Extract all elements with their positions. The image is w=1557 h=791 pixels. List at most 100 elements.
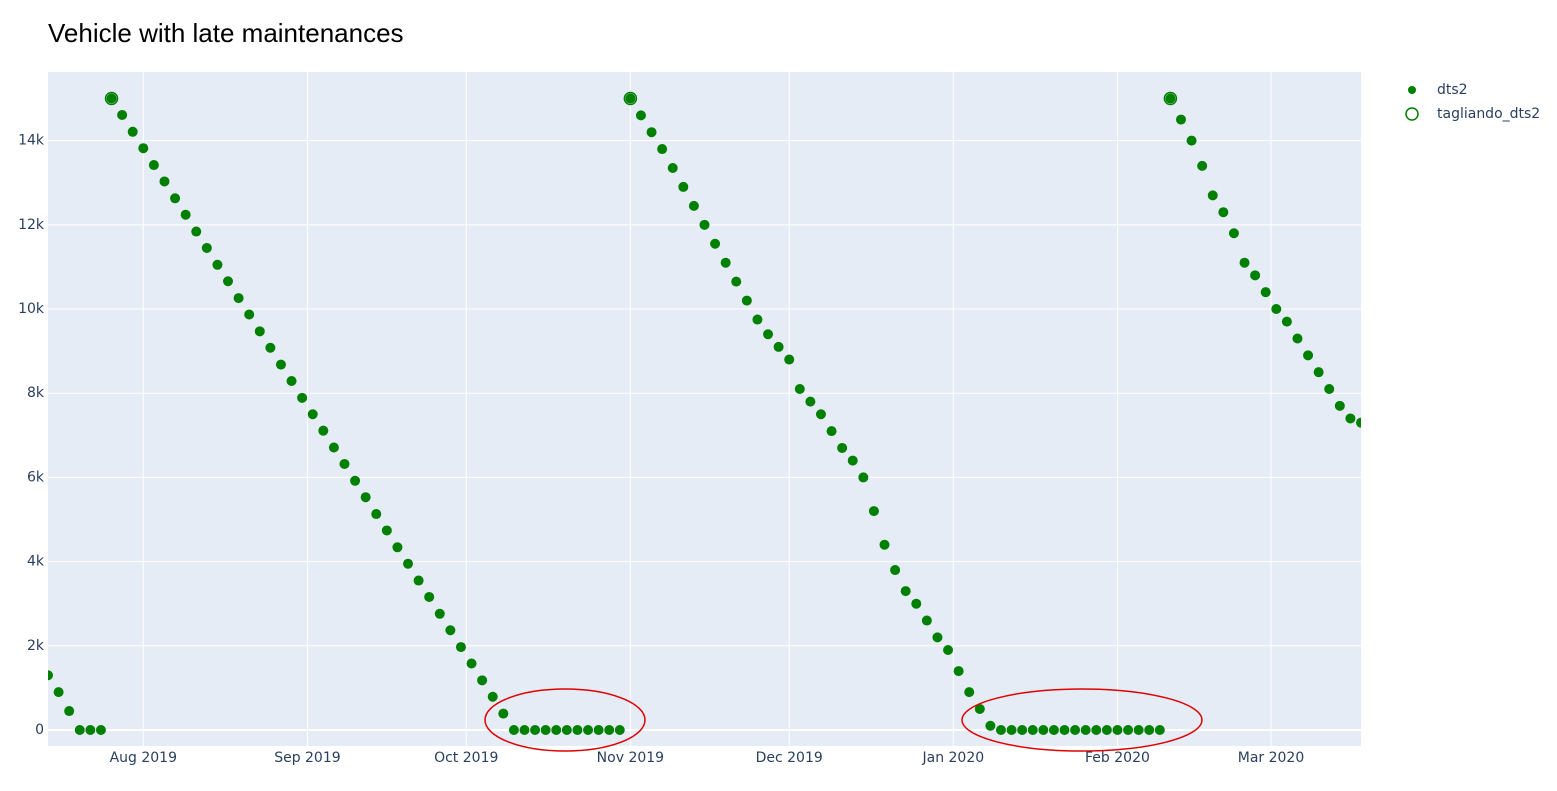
- marker: [805, 396, 816, 407]
- marker: [1207, 190, 1218, 201]
- marker: [646, 127, 657, 138]
- marker: [1101, 725, 1112, 736]
- marker: [466, 658, 477, 669]
- marker: [85, 725, 96, 736]
- marker: [403, 558, 414, 569]
- marker: [1175, 114, 1186, 125]
- marker: [826, 426, 837, 437]
- marker: [1059, 725, 1070, 736]
- marker: [985, 720, 996, 731]
- marker: [731, 276, 742, 287]
- marker: [1048, 725, 1059, 736]
- marker: [625, 93, 636, 104]
- legend-symbol: [1405, 107, 1419, 121]
- marker: [868, 506, 879, 517]
- marker: [360, 492, 371, 503]
- marker: [1303, 350, 1314, 361]
- marker: [95, 725, 106, 736]
- highlight-ellipse: [961, 688, 1203, 752]
- y-tick-label: 10k: [18, 301, 45, 317]
- marker: [392, 542, 403, 553]
- y-tick-label: 8k: [27, 385, 45, 401]
- marker: [794, 384, 805, 395]
- marker: [1313, 367, 1324, 378]
- marker: [434, 608, 445, 619]
- marker: [1133, 725, 1144, 736]
- x-tick-label: Sep 2019: [274, 750, 340, 766]
- marker: [900, 586, 911, 597]
- chart-title: Vehicle with late maintenances: [48, 18, 404, 48]
- marker: [1239, 257, 1250, 268]
- marker: [191, 226, 202, 237]
- marker: [117, 109, 128, 120]
- marker: [561, 725, 572, 736]
- marker: [974, 703, 985, 714]
- marker: [741, 295, 752, 306]
- marker: [710, 238, 721, 249]
- marker: [858, 472, 869, 483]
- marker: [1154, 725, 1165, 736]
- x-tick-label: Feb 2020: [1085, 750, 1150, 766]
- marker: [593, 725, 604, 736]
- legend-label: dts2: [1437, 82, 1468, 98]
- marker: [1197, 160, 1208, 171]
- marker: [48, 670, 53, 681]
- marker: [498, 708, 509, 719]
- marks: [48, 91, 1361, 736]
- marker: [74, 725, 85, 736]
- marker: [911, 598, 922, 609]
- marker: [1038, 725, 1049, 736]
- marker: [953, 666, 964, 677]
- marker: [1281, 316, 1292, 327]
- marker: [1144, 725, 1155, 736]
- marker: [667, 162, 678, 173]
- marker: [64, 706, 75, 717]
- marker: [212, 259, 223, 270]
- legend-symbol: [1408, 86, 1416, 94]
- marker: [699, 219, 710, 230]
- marker: [921, 615, 932, 626]
- marker: [847, 455, 858, 466]
- marker: [1006, 725, 1017, 736]
- marker: [371, 509, 382, 520]
- marker: [180, 209, 191, 220]
- marker: [1186, 135, 1197, 146]
- marker: [350, 475, 361, 486]
- y-tick-label: 6k: [27, 469, 45, 485]
- open-marker: [1163, 91, 1178, 106]
- marker: [1334, 400, 1345, 411]
- marker: [837, 442, 848, 453]
- marker: [127, 126, 138, 137]
- y-tick-label: 2k: [27, 638, 45, 654]
- y-tick-label: 14k: [18, 133, 45, 149]
- marker: [614, 725, 625, 736]
- marker: [604, 725, 615, 736]
- marker: [159, 176, 170, 187]
- marker: [995, 725, 1006, 736]
- marker: [307, 409, 318, 420]
- marker: [540, 725, 551, 736]
- open-marker: [623, 91, 638, 106]
- marker: [530, 725, 541, 736]
- legend: dts2 tagliando_dts2: [1405, 82, 1540, 122]
- marker: [1250, 270, 1261, 281]
- marker: [275, 359, 286, 370]
- marker: [932, 632, 943, 643]
- marker: [381, 525, 392, 536]
- x-tick-label: Dec 2019: [756, 750, 823, 766]
- grid: [48, 72, 1361, 746]
- marker: [572, 725, 583, 736]
- marker: [1112, 725, 1123, 736]
- x-tick-label: Aug 2019: [110, 750, 177, 766]
- marker: [583, 725, 594, 736]
- marker: [1070, 725, 1081, 736]
- marker: [773, 341, 784, 352]
- marker: [1292, 333, 1303, 344]
- marker: [1027, 725, 1038, 736]
- marker: [519, 725, 530, 736]
- marker: [477, 675, 488, 686]
- marker: [53, 687, 64, 698]
- marker: [508, 725, 519, 736]
- marker: [170, 193, 181, 204]
- x-tick-label: Nov 2019: [597, 750, 664, 766]
